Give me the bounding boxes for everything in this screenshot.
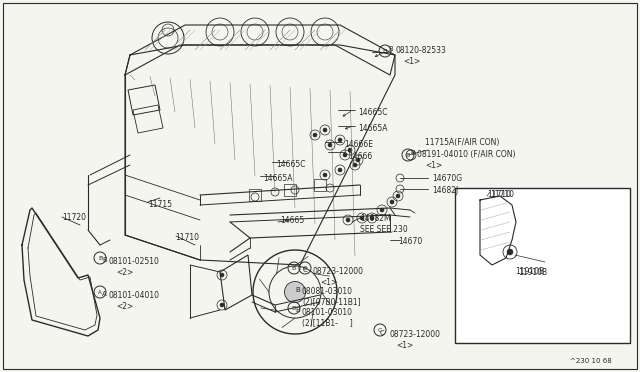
Text: C: C (378, 327, 382, 333)
Text: 11710: 11710 (175, 233, 199, 242)
Text: A: A (98, 289, 102, 295)
Text: B: B (295, 307, 300, 313)
Text: <1>: <1> (425, 161, 442, 170)
Text: 14665C: 14665C (358, 108, 387, 117)
Text: 14670: 14670 (398, 237, 422, 246)
Text: B: B (406, 153, 410, 157)
Circle shape (328, 143, 332, 147)
Circle shape (323, 128, 327, 132)
Text: SEE SEE,230: SEE SEE,230 (360, 225, 408, 234)
Text: (2)[11B1-     ]: (2)[11B1- ] (302, 319, 353, 328)
Circle shape (380, 208, 384, 212)
Text: A: A (102, 291, 107, 297)
Circle shape (220, 273, 224, 277)
Text: <1>: <1> (403, 57, 420, 66)
Circle shape (338, 138, 342, 142)
Text: 08101-03010: 08101-03010 (302, 308, 353, 317)
Circle shape (507, 249, 513, 255)
Text: 11715: 11715 (148, 200, 172, 209)
Circle shape (353, 163, 357, 167)
Text: B: B (383, 48, 387, 54)
Circle shape (346, 218, 350, 222)
Text: 11720: 11720 (62, 213, 86, 222)
Text: 14665: 14665 (280, 216, 304, 225)
Circle shape (396, 194, 400, 198)
Circle shape (285, 282, 305, 302)
Text: 14666E: 14666E (344, 140, 373, 149)
Text: B: B (410, 150, 415, 156)
Text: (2)[07B0-11B1]: (2)[07B0-11B1] (302, 298, 360, 307)
Text: 08723-12000: 08723-12000 (313, 267, 364, 276)
Bar (455, 188, 630, 343)
Circle shape (338, 168, 342, 172)
Text: 08723-12000: 08723-12000 (390, 330, 441, 339)
Text: B: B (388, 46, 393, 52)
Circle shape (390, 200, 394, 204)
Circle shape (370, 216, 374, 220)
Text: <1>: <1> (396, 341, 413, 350)
Text: C: C (302, 267, 307, 273)
Text: B: B (292, 266, 296, 270)
Text: 14665A: 14665A (263, 174, 292, 183)
Text: 14670G: 14670G (432, 174, 462, 183)
Text: 11710: 11710 (490, 190, 514, 199)
Text: 08191-04010 (F/AIR CON): 08191-04010 (F/AIR CON) (417, 150, 515, 159)
Text: 08101-02510: 08101-02510 (108, 257, 159, 266)
Text: C: C (303, 266, 307, 270)
Text: B: B (102, 257, 107, 263)
Text: B: B (292, 305, 296, 311)
Text: C: C (380, 330, 384, 336)
Circle shape (348, 148, 352, 152)
Text: B: B (295, 287, 300, 293)
Text: ^230 10 68: ^230 10 68 (570, 358, 612, 364)
Text: 14665C: 14665C (276, 160, 305, 169)
Text: 14665A: 14665A (358, 124, 387, 133)
Text: 08120-82533: 08120-82533 (396, 46, 447, 55)
Circle shape (323, 173, 327, 177)
Text: 08081-03010: 08081-03010 (302, 287, 353, 296)
Circle shape (356, 158, 360, 162)
Circle shape (360, 216, 364, 220)
Text: 08101-04010: 08101-04010 (108, 291, 159, 300)
Text: 14682M: 14682M (360, 214, 390, 223)
Circle shape (220, 303, 224, 307)
Circle shape (313, 133, 317, 137)
Text: <2>: <2> (116, 302, 133, 311)
Text: 14666: 14666 (348, 152, 372, 161)
Text: 14682J: 14682J (432, 186, 458, 195)
Text: B: B (98, 256, 102, 260)
Circle shape (343, 153, 347, 157)
Text: 11910B: 11910B (518, 268, 547, 277)
Text: 11710: 11710 (487, 190, 511, 199)
Text: 11715A(F/AIR CON): 11715A(F/AIR CON) (425, 138, 499, 147)
Text: <2>: <2> (116, 268, 133, 277)
Text: <1>: <1> (320, 278, 337, 287)
Text: 11910B: 11910B (515, 267, 544, 276)
